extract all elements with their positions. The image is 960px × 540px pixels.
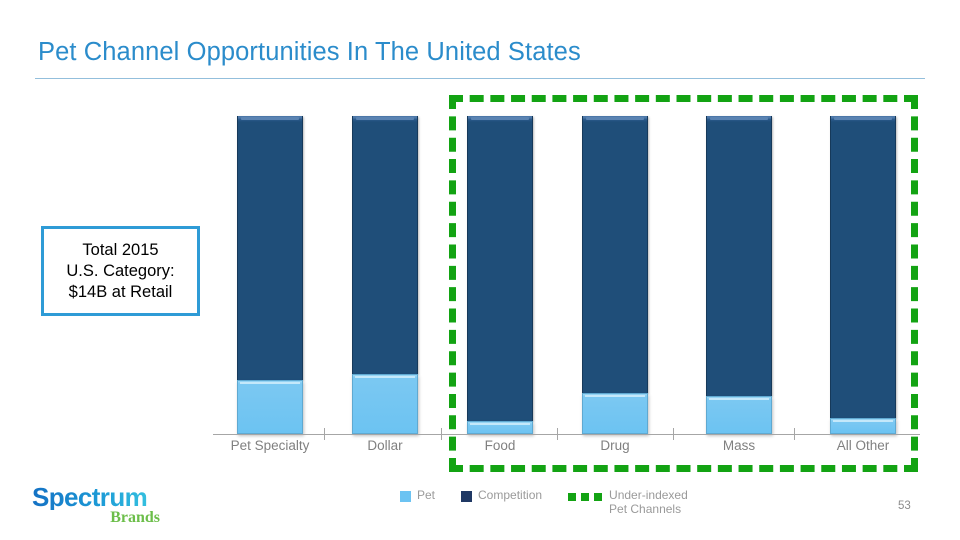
bar-group[interactable] <box>706 116 772 434</box>
spectrum-brands-logo: Spectrum Brands <box>32 484 182 530</box>
bar-segment-competition[interactable] <box>706 116 772 396</box>
category-label-pet-specialty: Pet Specialty <box>230 438 310 453</box>
legend-label-competition: Competition <box>478 488 543 502</box>
under-indexed-highlight-box <box>449 95 918 472</box>
dashed-line-icon <box>568 491 603 502</box>
legend-label-under-indexed: Under-indexed Pet Channels <box>609 488 688 516</box>
bar-segment-pet[interactable] <box>582 392 648 434</box>
bar-segment-competition[interactable] <box>830 116 896 419</box>
logo-wordmark-brands: Brands <box>110 509 160 526</box>
bar-group[interactable] <box>830 116 896 434</box>
category-label-all-other: All Other <box>836 438 890 453</box>
category-label-dollar: Dollar <box>367 438 403 453</box>
bar-segment-competition[interactable] <box>237 116 303 380</box>
category-axis-line <box>213 434 920 435</box>
legend-item-under-indexed: Under-indexed Pet Channels <box>568 488 688 516</box>
competition-swatch-icon <box>461 491 473 502</box>
bar-segment-competition[interactable] <box>582 116 648 393</box>
bar-segment-pet[interactable] <box>237 379 303 434</box>
callout-line-3: $14B at Retail <box>68 282 173 301</box>
legend-item-competition: Competition <box>461 488 542 502</box>
legend-label-pet: Pet <box>417 488 436 502</box>
category-label-food: Food <box>484 438 516 453</box>
bar-segment-pet[interactable] <box>830 418 896 434</box>
page-title: Pet Channel Opportunities In The United … <box>38 38 581 66</box>
bar-segment-pet[interactable] <box>467 421 533 434</box>
category-label-drug: Drug <box>600 438 630 453</box>
pet-swatch-icon <box>400 491 411 502</box>
legend-item-pet: Pet <box>400 488 435 502</box>
bar-segment-pet[interactable] <box>706 395 772 434</box>
callout-line-2: U.S. Category: <box>66 261 175 280</box>
total-category-callout: Total 2015 U.S. Category: $14B at Retail <box>41 226 200 316</box>
bar-segment-competition[interactable] <box>467 116 533 422</box>
category-label-mass: Mass <box>722 438 756 453</box>
callout-line-1: Total 2015 <box>82 240 159 259</box>
bar-segment-pet[interactable] <box>352 373 418 434</box>
bar-group[interactable] <box>582 116 648 434</box>
bar-group[interactable] <box>237 116 303 434</box>
bar-group[interactable] <box>467 116 533 434</box>
chart-legend: Pet Competition Under-indexed Pet Channe… <box>400 488 714 522</box>
bar-group[interactable] <box>352 116 418 434</box>
logo-wordmark-spectrum: Spectrum <box>32 484 182 510</box>
page-number: 53 <box>898 500 911 512</box>
title-divider <box>35 78 925 79</box>
bar-segment-competition[interactable] <box>352 116 418 374</box>
